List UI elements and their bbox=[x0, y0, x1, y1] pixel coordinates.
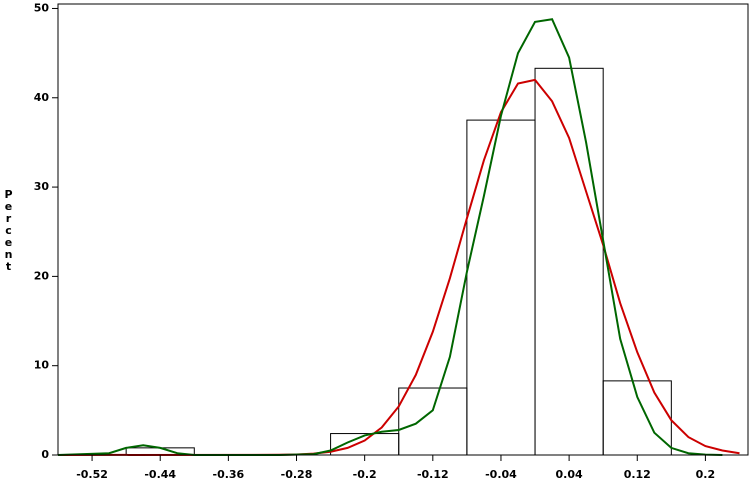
y-tick-label: 10 bbox=[34, 359, 50, 372]
y-tick-label: 40 bbox=[34, 91, 50, 104]
y-axis-label: Percent bbox=[2, 188, 15, 272]
histogram-bar bbox=[534, 67, 604, 456]
x-tick-label: -0.12 bbox=[417, 468, 449, 481]
histogram-bar bbox=[330, 433, 400, 456]
y-tick-label: 0 bbox=[41, 448, 49, 461]
y-tick-label: 30 bbox=[34, 180, 50, 193]
x-tick-label: -0.44 bbox=[144, 468, 176, 481]
x-tick-label: 0.04 bbox=[556, 468, 583, 481]
plot-frame bbox=[57, 3, 749, 456]
x-tick-label: 0.12 bbox=[624, 468, 651, 481]
y-tick-label: 50 bbox=[34, 1, 50, 14]
x-tick-label: -0.2 bbox=[353, 468, 377, 481]
x-tick-label: -0.04 bbox=[485, 468, 517, 481]
x-tick-label: -0.52 bbox=[76, 468, 108, 481]
histogram-bar bbox=[602, 380, 672, 456]
density-curve bbox=[57, 18, 723, 456]
histogram-bar bbox=[398, 387, 468, 456]
x-tick-label: -0.36 bbox=[213, 468, 245, 481]
x-tick-label: -0.28 bbox=[281, 468, 313, 481]
histogram-bar bbox=[466, 119, 536, 456]
x-tick-label: 0.2 bbox=[696, 468, 716, 481]
y-tick-label: 20 bbox=[34, 269, 50, 282]
